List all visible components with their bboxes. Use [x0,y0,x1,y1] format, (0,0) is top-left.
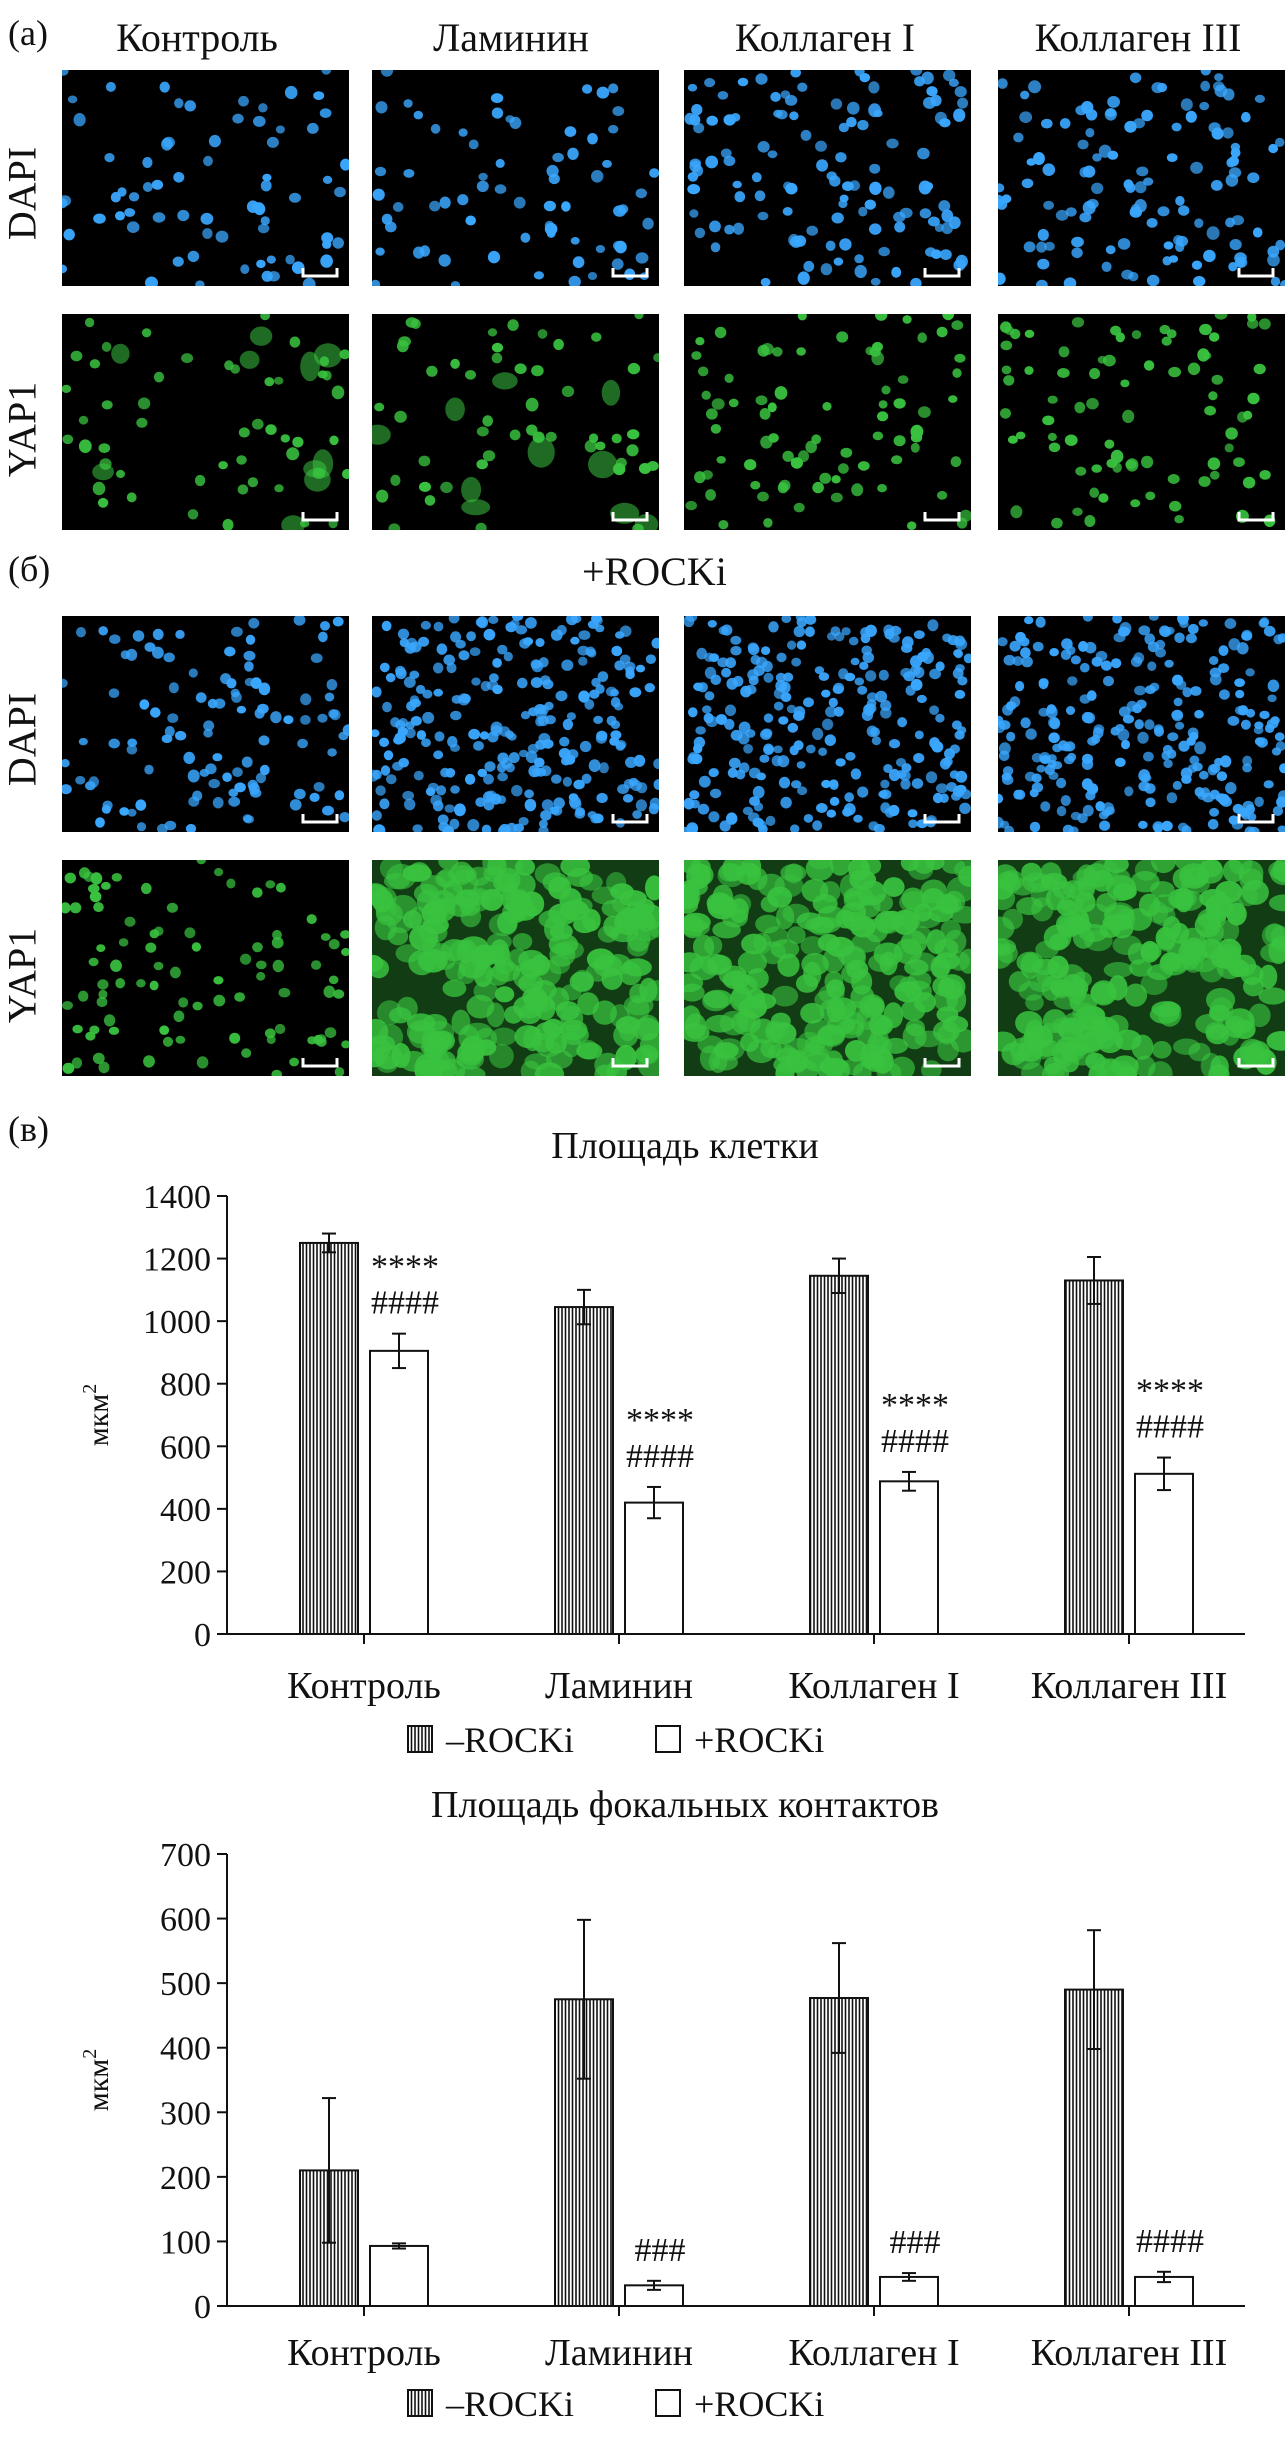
bar-minus-rocki [554,1306,614,1635]
significance-annotation: #### [1136,1409,1204,1446]
micrograph-yap1-a-3 [684,314,971,530]
significance-annotation: **** [371,1249,439,1286]
column-label-collagen-3: Коллаген III [1034,15,1242,60]
significance-annotation: **** [626,1402,694,1439]
y-tick-label: 1200 [143,1242,211,1279]
micrograph-dapi-b-3 [684,616,971,832]
chart-1: Площадь клетки 0 200 400 600 800 1000 1200 1400 м… [79,1125,1245,1760]
micrograph-dapi-b-4 [998,616,1285,832]
bar-plus-rocki [624,1501,684,1635]
y-tick-label: 1000 [143,1304,211,1341]
column-label-laminin: Ламинин [433,15,589,60]
bar-minus-rocki [1064,1279,1124,1635]
micrograph-yap1-a-2 [372,314,659,530]
y-tick-label: 0 [194,1617,211,1654]
significance-annotation: **** [1136,1373,1204,1410]
y-tick-label: 1400 [143,1179,211,1216]
column-label-control: Контроль [116,15,278,60]
bar-minus-rocki [809,1274,869,1635]
chart-title: Площадь фокальных контактов [431,1784,939,1826]
significance-annotation: ### [890,2224,941,2261]
bar-plus-rocki [369,2244,429,2308]
rocki-label: +ROCKi [582,549,727,594]
panel-label-a: (а) [8,13,48,53]
y-axis-label: мкм2 [79,2049,115,2112]
legend-label-minus-rocki: –ROCKi [445,1720,574,1760]
legend-swatch-minus-rocki [407,1725,433,1753]
significance-annotation: #### [881,1423,949,1460]
y-tick-label: 300 [160,2095,211,2132]
significance-annotation: ### [635,2232,686,2269]
x-tick-label: Контроль [287,1665,441,1707]
x-tick-label: Ламинин [545,2332,693,2374]
legend-label-plus-rocki: +ROCKi [694,2384,824,2424]
legend-swatch-minus-rocki [407,2389,433,2417]
x-tick-label: Коллаген III [1031,2332,1228,2374]
significance-annotation: #### [626,1438,694,1475]
micrograph-dapi-a-1 [62,70,349,286]
panel-label-c: (в) [8,1109,49,1149]
significance-annotation: #### [371,1285,439,1322]
micrograph-dapi-a-2 [372,70,659,286]
legend: –ROCKi +ROCKi [407,1720,824,1760]
row-label-dapi-b: DAPI [0,692,45,787]
row-label-dapi-a: DAPI [0,146,45,241]
micrograph-yap1-b-3 [684,860,971,1076]
micrograph-yap1-b-2 [372,860,659,1076]
x-tick-label: Контроль [287,2332,441,2374]
x-tick-label: Ламинин [545,1665,693,1707]
legend-label-plus-rocki: +ROCKi [694,1720,824,1760]
micrograph-yap1-a-4 [998,314,1285,530]
significance-annotation: **** [881,1387,949,1424]
micrograph-yap1-b-1 [62,860,349,1076]
micrograph-dapi-b-2 [372,616,659,832]
charts: Площадь клетки0200400600800100012001400м… [79,1125,1245,2424]
bar-plus-rocki [1134,1472,1194,1635]
bar-minus-rocki [299,1241,359,1636]
micrograph-yap1-b-4 [998,860,1285,1076]
bar-plus-rocki [369,1349,429,1635]
chart-2: Площадь фокальных контактов 0 100 200 300 400… [79,1784,1245,2424]
x-tick-label: Коллаген I [788,1665,959,1707]
y-tick-label: 600 [160,1902,211,1939]
y-tick-label: 200 [160,1554,211,1591]
y-axis-label: мкм2 [79,1384,115,1447]
row-label-yap1-b: YAP1 [0,927,45,1024]
x-tick-label: Коллаген I [788,2332,959,2374]
y-tick-label: 600 [160,1429,211,1466]
significance-annotation: #### [1136,2223,1204,2260]
y-tick-label: 700 [160,1837,211,1874]
y-tick-label: 400 [160,1492,211,1529]
y-tick-label: 0 [194,2289,211,2326]
y-tick-label: 400 [160,2031,211,2068]
column-label-collagen-1: Коллаген I [734,15,916,60]
micrograph-dapi-a-3 [684,70,971,286]
legend-swatch-plus-rocki [655,2389,681,2417]
y-tick-label: 500 [160,1966,211,2003]
x-tick-label: Коллаген III [1031,1665,1228,1707]
row-label-yap1-a: YAP1 [0,381,45,478]
bar-plus-rocki [879,1480,939,1635]
micrograph-yap1-a-1 [62,314,349,530]
y-tick-label: 100 [160,2224,211,2261]
y-tick-label: 800 [160,1367,211,1404]
legend: –ROCKi +ROCKi [407,2384,824,2424]
micrograph-dapi-b-1 [62,616,349,832]
legend-swatch-plus-rocki [655,1725,681,1753]
micrograph-dapi-a-4 [998,70,1285,286]
legend-label-minus-rocki: –ROCKi [445,2384,574,2424]
y-tick-label: 200 [160,2160,211,2197]
panel-label-b: (б) [8,549,51,589]
chart-title: Площадь клетки [551,1125,818,1167]
